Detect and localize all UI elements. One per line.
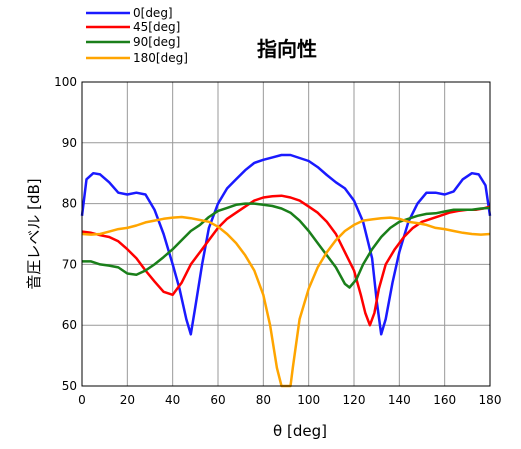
x-tick-label: 60 bbox=[210, 393, 225, 407]
y-tick-label: 80 bbox=[62, 197, 77, 211]
x-tick-label: 0 bbox=[78, 393, 86, 407]
series-line-0deg bbox=[80, 153, 492, 336]
legend-label-0deg: 0[deg] bbox=[133, 6, 173, 20]
x-axis-label: θ [deg] bbox=[273, 422, 327, 440]
legend-label-90deg: 90[deg] bbox=[133, 35, 180, 49]
series-line-90deg bbox=[82, 202, 491, 289]
legend: 0[deg] 45[deg] 90[deg] 180[deg] bbox=[86, 6, 188, 65]
y-tick-label: 60 bbox=[62, 318, 77, 332]
y-tick-label: 50 bbox=[62, 379, 77, 393]
x-tick-label: 80 bbox=[256, 393, 271, 407]
series-line-45deg bbox=[81, 194, 491, 327]
x-tick-label: 100 bbox=[297, 393, 320, 407]
grid bbox=[82, 82, 490, 386]
x-axis-ticks: 0 20 40 60 80 100 120 140 160 180 bbox=[78, 393, 501, 407]
y-tick-label: 90 bbox=[62, 136, 77, 150]
chart-title: 指向性 bbox=[257, 37, 317, 61]
x-tick-label: 160 bbox=[433, 393, 456, 407]
legend-label-180deg: 180[deg] bbox=[133, 51, 188, 65]
legend-label-45deg: 45[deg] bbox=[133, 20, 180, 34]
y-axis-ticks: 50 60 70 80 90 100 bbox=[54, 75, 77, 393]
x-tick-label: 140 bbox=[388, 393, 411, 407]
plot-frame bbox=[81, 81, 491, 387]
y-axis-label: 音圧レベル [dB] bbox=[25, 178, 43, 289]
x-tick-label: 20 bbox=[120, 393, 135, 407]
plot-area bbox=[82, 82, 490, 386]
x-tick-label: 180 bbox=[479, 393, 502, 407]
y-tick-label: 70 bbox=[62, 257, 77, 271]
x-tick-label: 40 bbox=[165, 393, 180, 407]
x-tick-label: 120 bbox=[343, 393, 366, 407]
y-tick-label: 100 bbox=[54, 75, 77, 89]
